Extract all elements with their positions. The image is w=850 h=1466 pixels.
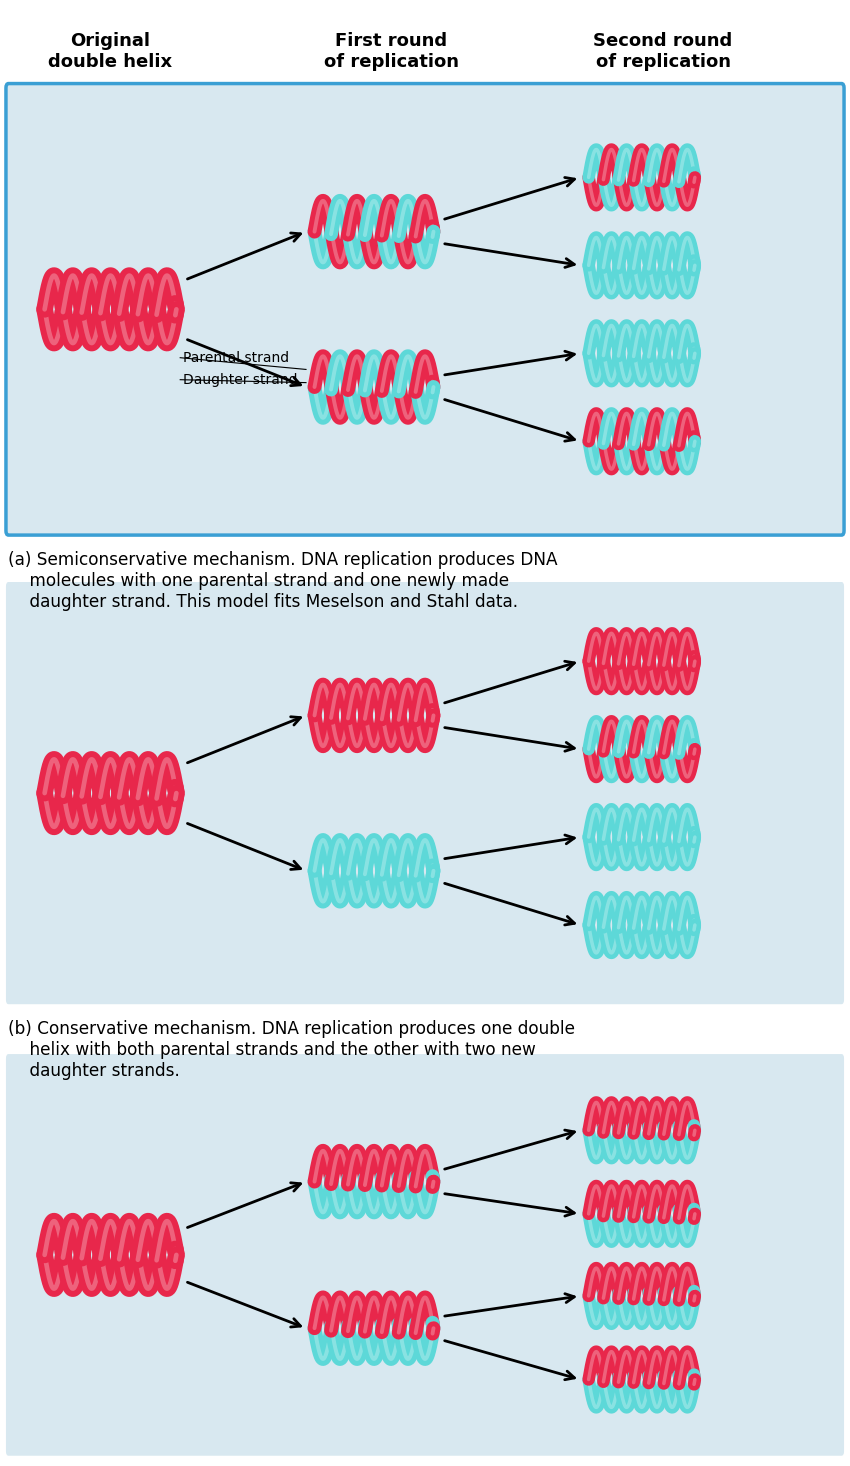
Text: Original
double helix: Original double helix bbox=[48, 32, 173, 70]
Text: (a) Semiconservative mechanism. DNA replication produces DNA
    molecules with : (a) Semiconservative mechanism. DNA repl… bbox=[8, 551, 558, 611]
Text: Daughter strand: Daughter strand bbox=[183, 372, 298, 387]
FancyBboxPatch shape bbox=[6, 84, 844, 535]
Text: Second round
of replication: Second round of replication bbox=[593, 32, 733, 70]
Text: (b) Conservative mechanism. DNA replication produces one double
    helix with b: (b) Conservative mechanism. DNA replicat… bbox=[8, 1020, 575, 1080]
Text: First round
of replication: First round of replication bbox=[324, 32, 458, 70]
FancyBboxPatch shape bbox=[6, 582, 844, 1004]
FancyBboxPatch shape bbox=[6, 1054, 844, 1456]
Text: Parental strand: Parental strand bbox=[183, 350, 289, 365]
